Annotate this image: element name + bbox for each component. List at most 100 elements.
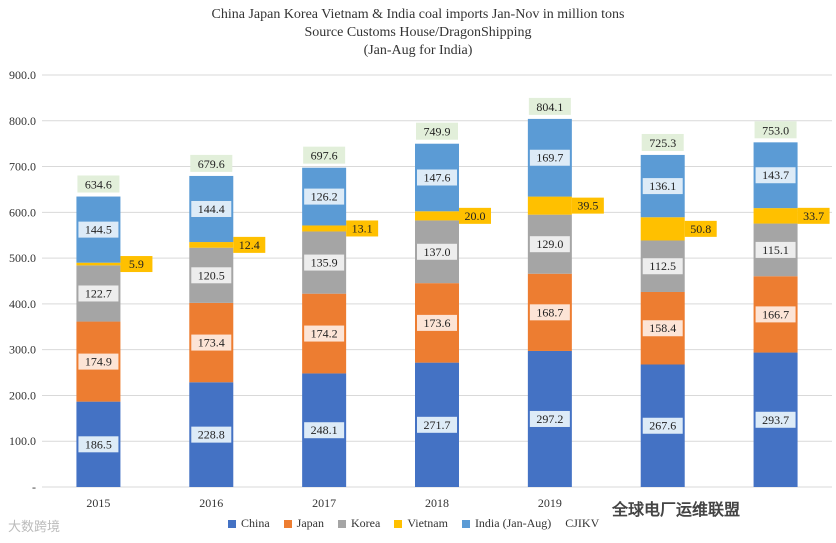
data-label: 158.4 [649, 321, 676, 335]
total-label-box [303, 146, 346, 164]
total-label: 749.9 [424, 125, 451, 139]
data-label: 147.6 [424, 170, 451, 184]
data-label-box [642, 258, 683, 275]
total-label: 753.0 [762, 123, 789, 137]
data-label: 173.6 [424, 316, 451, 330]
legend-label: China [241, 516, 270, 530]
data-label: 20.0 [465, 209, 486, 223]
chart-subtitle: Source Customs House/DragonShipping [304, 25, 532, 40]
bar-segment [415, 211, 459, 221]
data-label: 135.9 [311, 256, 338, 270]
data-label-box [191, 426, 232, 443]
x-tick-label: 2017 [312, 496, 336, 510]
bar-segment [76, 262, 121, 266]
total-label: 804.1 [536, 100, 563, 114]
data-label: 39.5 [577, 199, 598, 213]
data-label-box [642, 178, 683, 195]
total-label: 697.6 [311, 149, 338, 163]
legend-label: India (Jan-Aug) [474, 516, 552, 530]
data-label-box [191, 267, 232, 284]
total-label-box [190, 154, 233, 172]
legend-swatch [338, 519, 346, 528]
legend-swatch [461, 519, 470, 528]
y-tick-label: 600.0 [9, 205, 36, 219]
data-label-box [797, 207, 830, 224]
data-label: 297.2 [536, 412, 563, 426]
data-label-box [755, 411, 796, 428]
data-label: 248.1 [311, 423, 338, 437]
data-label: 13.1 [352, 221, 373, 235]
legend-item: China [228, 516, 270, 531]
legend-item: Korea [338, 516, 380, 531]
data-label-box [304, 422, 345, 439]
bar-segment [302, 225, 347, 232]
data-label: 143.7 [762, 168, 789, 182]
chart-subtitle-note: (Jan-Aug for India) [363, 43, 473, 58]
data-label-box [191, 334, 232, 351]
y-tick-label: 200.0 [9, 388, 36, 402]
legend-item: CJIKV [565, 516, 599, 531]
bar-segment [527, 196, 572, 215]
total-label-box [754, 121, 797, 139]
total-label-box [416, 122, 458, 140]
data-label: 166.7 [762, 307, 789, 321]
data-label: 120.5 [198, 268, 225, 282]
data-label: 271.7 [424, 418, 451, 432]
data-label-box [304, 325, 345, 342]
legend: China Japan Korea Vietnam India (Jan-Aug) CJI… [228, 516, 599, 531]
data-label: 228.8 [198, 428, 225, 442]
data-label-box [78, 353, 119, 370]
y-tick-label: 300.0 [9, 343, 36, 357]
legend-swatch [394, 519, 403, 528]
legend-item: Japan [283, 516, 324, 531]
data-label-box [642, 320, 683, 337]
legend-item: Vietnam [394, 516, 448, 531]
total-label-box [77, 175, 120, 193]
data-label: 144.5 [85, 223, 112, 237]
data-label-box [529, 236, 570, 253]
legend-label: Vietnam [407, 516, 448, 530]
data-label: 5.9 [129, 257, 144, 271]
data-label: 126.2 [311, 190, 338, 204]
data-label: 12.4 [239, 238, 260, 252]
y-tick-label: 400.0 [9, 297, 36, 311]
x-tick-label: 2016 [199, 496, 223, 510]
data-label: 112.5 [649, 259, 676, 273]
chart-title: China Japan Korea Vietnam & India coal i… [211, 7, 625, 22]
data-label-box [120, 256, 153, 273]
data-label: 168.7 [536, 305, 563, 319]
legend-swatch [283, 519, 292, 528]
data-label: 136.1 [649, 179, 676, 193]
watermark-left: 大数跨境 [8, 520, 61, 535]
data-label-box [755, 241, 796, 258]
data-label-box [233, 236, 266, 253]
data-label-box [755, 306, 796, 323]
bar-segment [753, 208, 798, 224]
y-tick-label: 100.0 [9, 434, 36, 448]
data-label-box [78, 436, 119, 453]
y-tick-label: 900.0 [9, 68, 36, 82]
data-label: 293.7 [762, 413, 789, 427]
data-label-box [417, 314, 457, 331]
data-label: 115.1 [762, 243, 789, 257]
y-tick-label: - [32, 480, 36, 494]
x-tick-label: 2015 [86, 496, 110, 510]
total-label: 679.6 [198, 157, 225, 171]
data-label: 122.7 [85, 286, 112, 300]
watermark-right: 全球电厂运维联盟 [612, 500, 741, 519]
total-label: 634.6 [85, 177, 112, 191]
data-label-box [529, 304, 570, 321]
data-label-box [571, 197, 604, 214]
data-label: 144.4 [198, 202, 225, 216]
data-label-box [642, 417, 683, 434]
data-label: 33.7 [803, 209, 824, 223]
data-label-box [417, 169, 457, 186]
data-label-box [417, 243, 457, 260]
total-label-box [641, 133, 684, 151]
total-label-box [528, 97, 571, 115]
data-label: 50.8 [690, 222, 711, 236]
y-tick-label: 700.0 [9, 160, 36, 174]
x-tick-label: 2018 [425, 496, 449, 510]
data-label-box [417, 416, 457, 433]
